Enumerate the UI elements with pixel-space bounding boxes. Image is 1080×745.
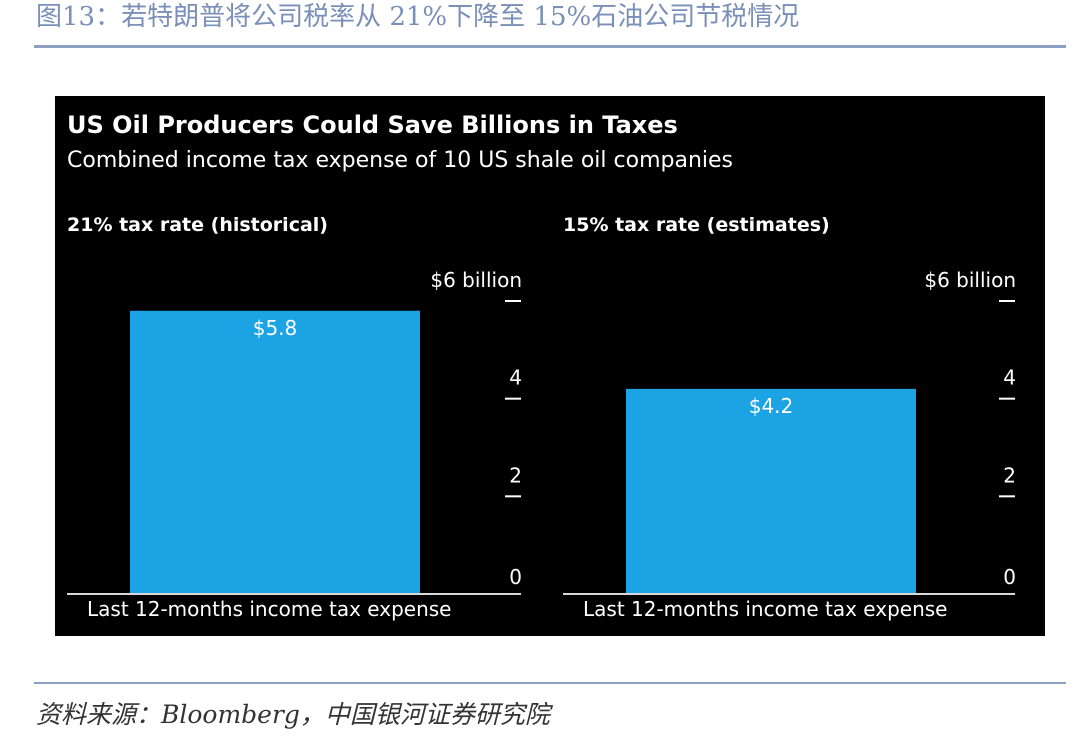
bar — [626, 388, 916, 594]
y-tick-label: 4 — [1003, 366, 1016, 390]
bar — [130, 310, 420, 594]
chart-title: US Oil Producers Could Save Billions in … — [67, 111, 678, 139]
chart-panels: 21% tax rate (historical) $5.8 0 2 4 $6 billi… — [67, 214, 1016, 621]
top-divider — [34, 45, 1066, 48]
y-tick-label: 0 — [1003, 565, 1016, 589]
y-tick-label: 2 — [1003, 463, 1016, 487]
bar-data-label: $5.8 — [253, 316, 298, 340]
x-axis-label: Last 12-months income tax expense — [87, 597, 451, 621]
panel-title: 15% tax rate (estimates) — [563, 214, 830, 236]
y-tick-label: $6 billion — [924, 268, 1016, 292]
y-tick-label: 2 — [509, 463, 522, 487]
chart-subtitle: Combined income tax expense of 10 US sha… — [67, 148, 733, 173]
y-tick-label: 4 — [509, 366, 522, 390]
y-tick-label: $6 billion — [430, 268, 522, 292]
x-axis-label: Last 12-months income tax expense — [583, 597, 947, 621]
bar-data-label: $4.2 — [749, 394, 794, 418]
chart-panel: US Oil Producers Could Save Billions in … — [55, 96, 1045, 636]
source-note: 资料来源：Bloomberg，中国银河证券研究院 — [36, 700, 550, 729]
chart-svg: US Oil Producers Could Save Billions in … — [67, 111, 1016, 621]
figure-title: 图13：若特朗普将公司税率从 21%下降至 15%石油公司节税情况 — [36, 2, 800, 32]
y-tick-label: 0 — [509, 565, 522, 589]
bottom-divider — [34, 682, 1066, 684]
panel-title: 21% tax rate (historical) — [67, 214, 328, 236]
